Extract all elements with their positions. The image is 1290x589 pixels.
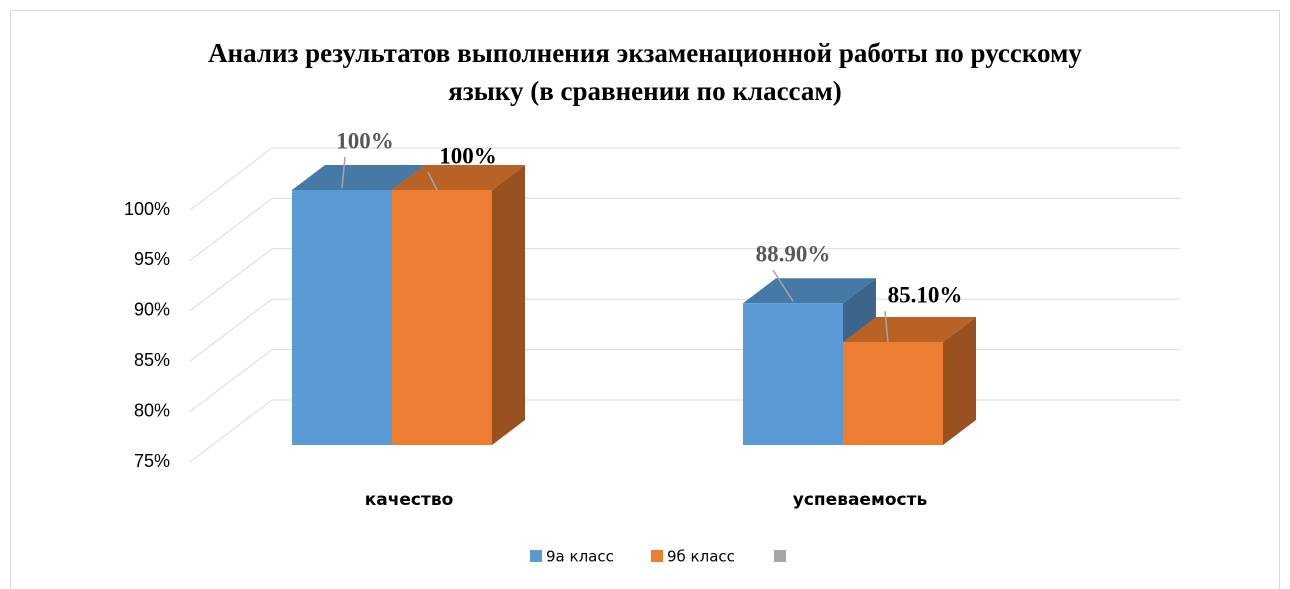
y-tick-label: 100%: [124, 199, 170, 219]
bar: [292, 190, 392, 445]
x-tick-label: успеваемость: [793, 490, 927, 510]
data-label: 85.10%: [888, 282, 963, 307]
legend-label: 9а класс: [546, 548, 614, 566]
data-label: 100%: [336, 128, 394, 153]
leader-line: [427, 171, 438, 191]
y-tick-label: 85%: [134, 350, 170, 370]
y-tick-label: 95%: [134, 249, 170, 269]
bar: [743, 303, 843, 445]
grid-line: [189, 399, 273, 463]
grid-line: [189, 147, 273, 211]
legend-label: 9б класс: [667, 548, 735, 566]
bar: [392, 190, 492, 445]
grid-line: [189, 198, 273, 261]
data-label: 88.90%: [756, 241, 831, 266]
grid-line: [189, 349, 273, 412]
bar-top: [743, 278, 876, 304]
bar-top: [843, 316, 976, 342]
leader-line: [884, 310, 889, 343]
chart-title: Анализ результатов выполнения экзаменаци…: [208, 38, 1082, 106]
leader-line: [341, 156, 346, 189]
x-tick-label: качество: [365, 490, 454, 510]
grid-line: [189, 298, 273, 362]
frame: [10, 10, 1280, 589]
data-label: 100%: [439, 143, 497, 168]
y-tick-label: 75%: [134, 451, 170, 471]
legend-swatch: [530, 550, 542, 562]
grid-line: [189, 248, 273, 312]
bar-top: [292, 165, 425, 190]
bar-side: [943, 316, 976, 445]
legend-swatch: [651, 550, 663, 562]
leader-line: [772, 269, 794, 302]
bar-side: [492, 165, 525, 445]
y-tick-label: 90%: [134, 300, 170, 320]
legend-swatch: [774, 550, 786, 562]
bar: [843, 341, 943, 445]
bar-top: [392, 165, 525, 190]
y-tick-label: 80%: [134, 400, 170, 420]
